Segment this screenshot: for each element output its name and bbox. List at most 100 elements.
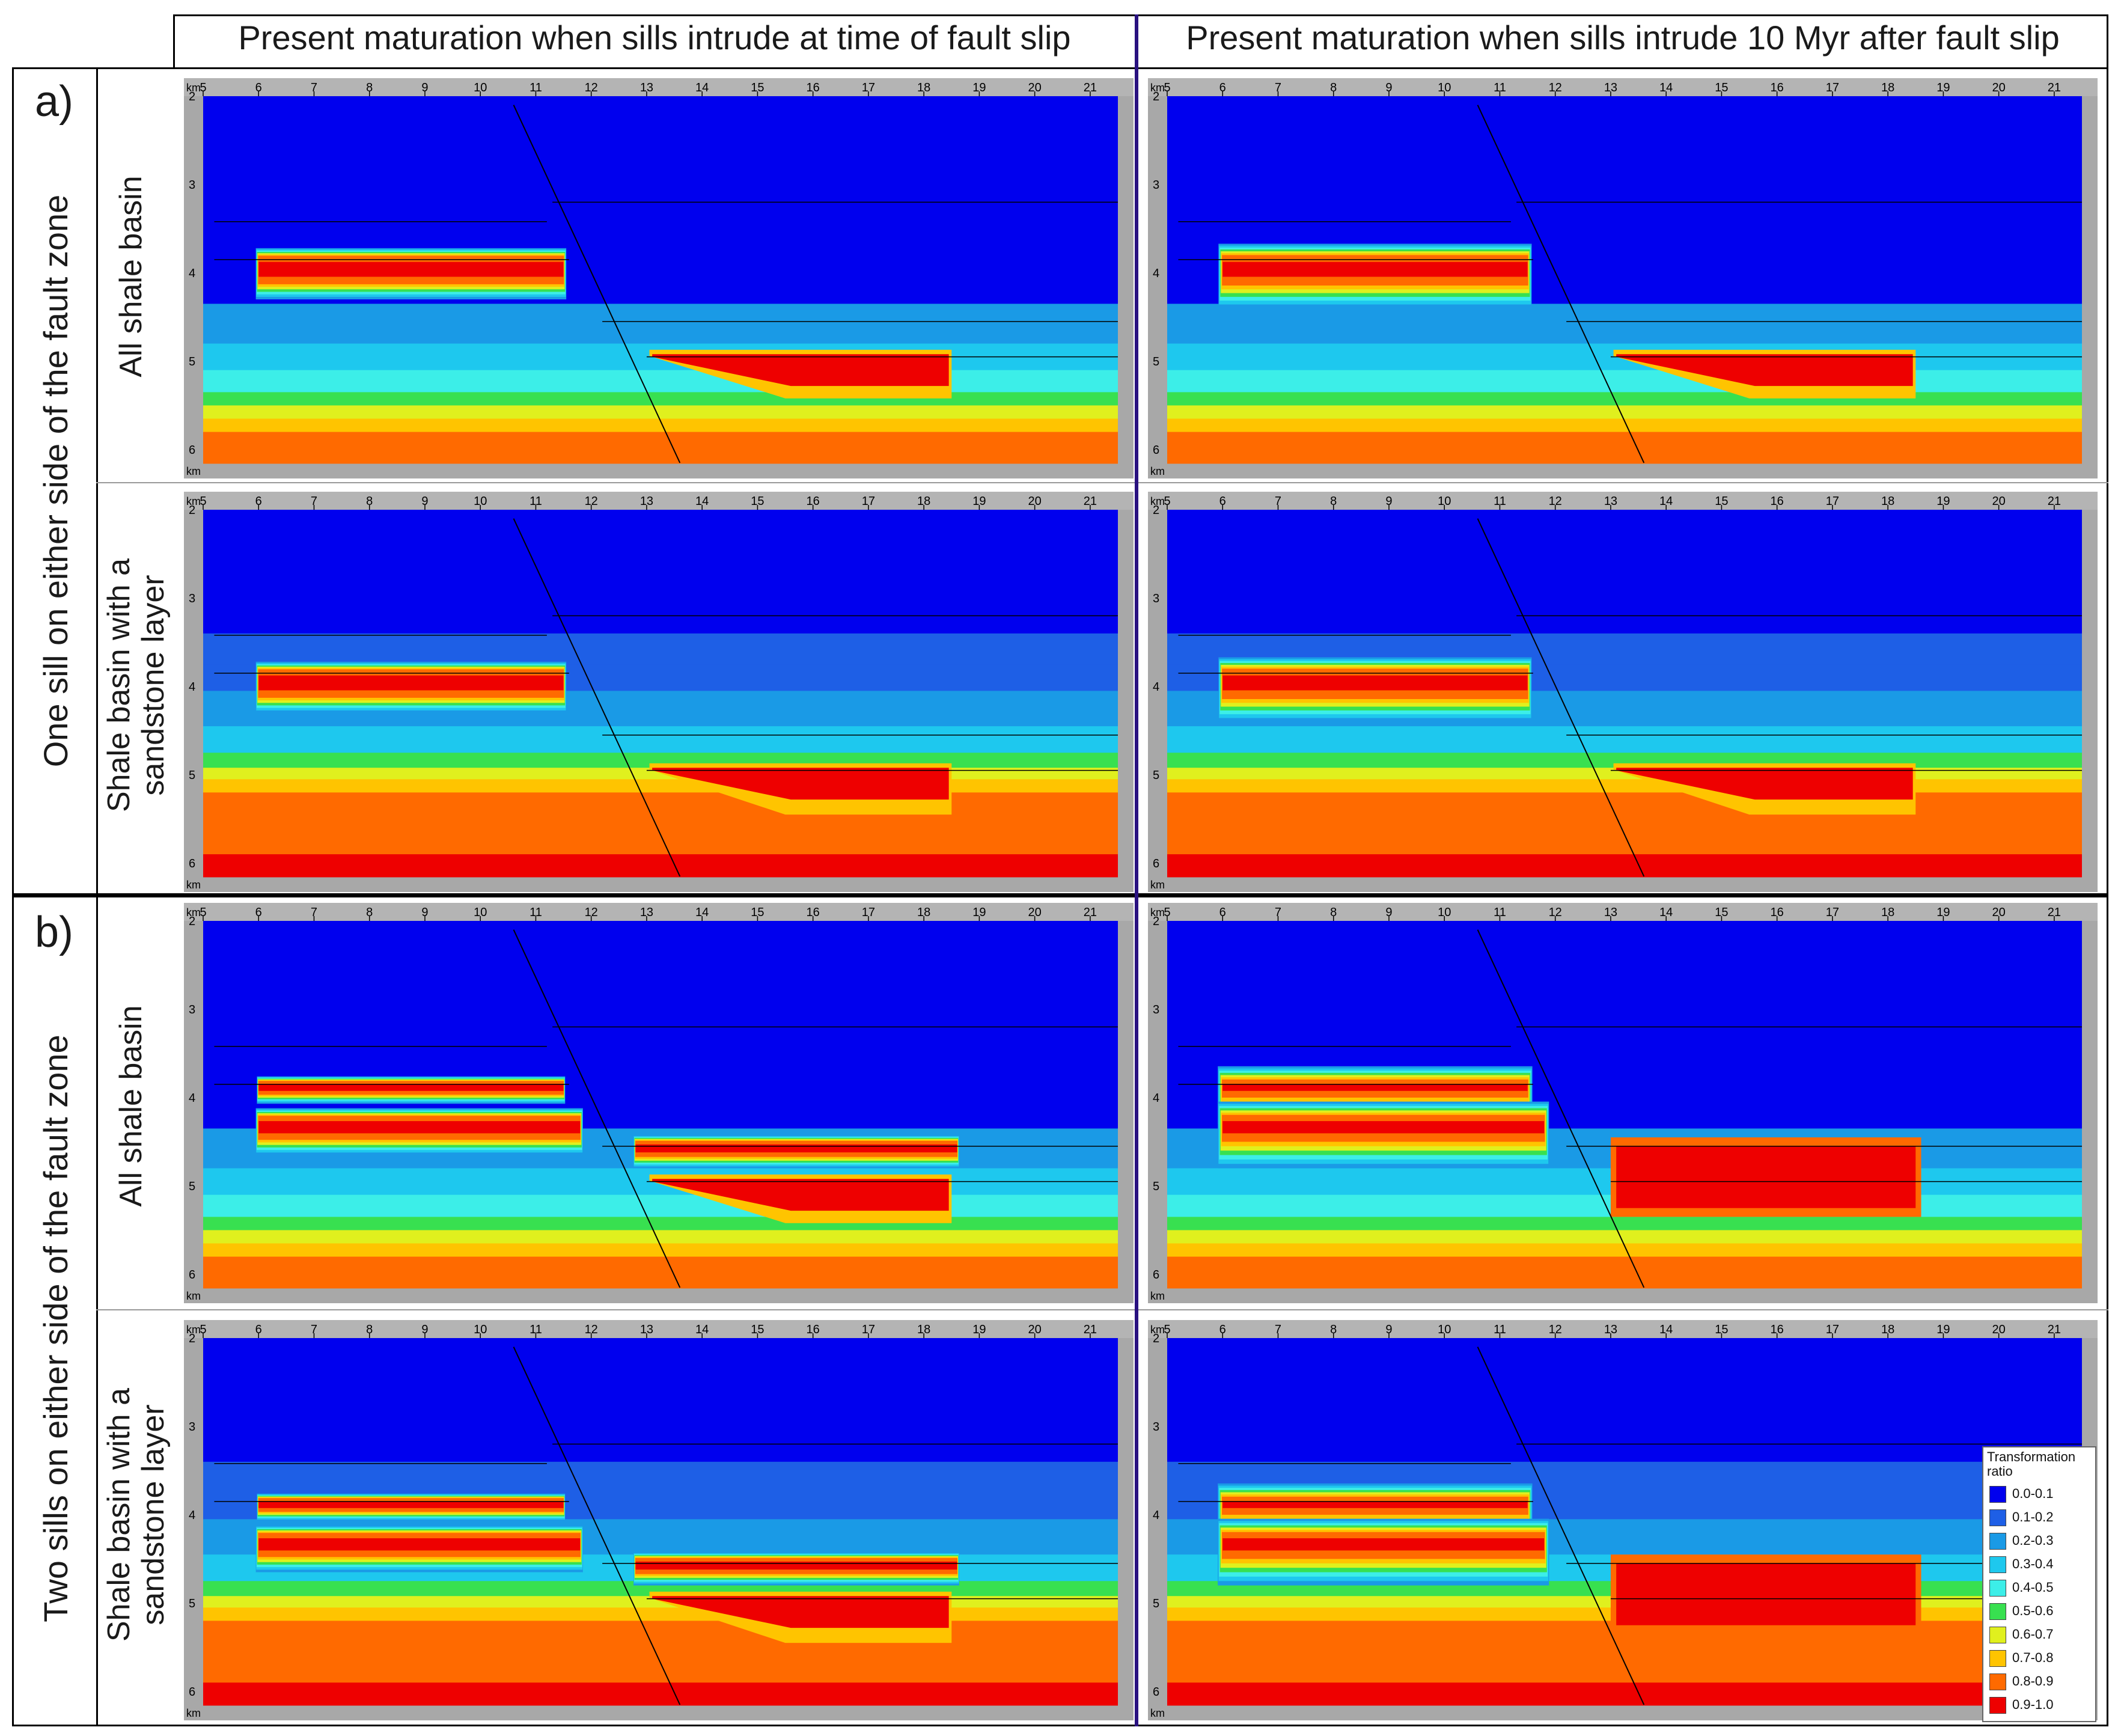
x-tick-label: 8 [366,1323,373,1336]
fault-line [513,929,681,1288]
x-tick-label: 9 [1385,1323,1392,1336]
frame-right [2107,14,2108,1726]
x-tick-label: 8 [1330,495,1337,508]
x-tick-label: 15 [751,906,764,919]
maturity-band [1167,432,2082,447]
row-label-4: Shale basin with a sandstone layer [102,1328,171,1701]
section-letter-b: b) [35,908,74,956]
x-tick-label: 14 [1659,1323,1673,1336]
maturity-band [203,1256,1118,1271]
x-tick-label: 5 [200,495,206,508]
x-tick-label: 21 [1084,495,1097,508]
section-label-a: One sill on either side of the fault zon… [37,194,75,768]
legend-label: 0.8-0.9 [2012,1673,2054,1689]
sill-footwall-lower [1222,1538,1545,1551]
y-unit-label: km [1150,465,1165,477]
row-label-1: All shale basin [114,90,148,463]
x-tick-label: 10 [474,81,487,94]
y-tick-label: 4 [189,1509,195,1522]
x-tick-label: 18 [917,495,930,508]
y-tick-label: 2 [189,90,195,103]
legend-label: 0.1-0.2 [2012,1509,2054,1524]
y-unit-label: km [1150,1707,1165,1719]
maturity-band [203,370,1118,393]
x-tick-label: 12 [1549,495,1562,508]
row-label-4-line2: sandstone layer [136,1404,171,1625]
legend-label: 0.9-1.0 [2012,1697,2054,1712]
frame-header-bottom [12,67,2108,69]
x-tick-label: 14 [695,81,709,94]
legend-swatch [1989,1580,2006,1597]
y-unit-label: km [186,1290,201,1302]
y-tick-label: 5 [1153,355,1159,368]
fault-line [1477,1346,1645,1705]
legend-label: 0.4-0.5 [2012,1580,2054,1595]
x-tick-label: 14 [695,1323,709,1336]
x-tick-label: 18 [1881,81,1894,94]
x-tick-label: 20 [1028,906,1042,919]
y-tick-label: 4 [189,267,195,280]
y-tick-label: 6 [1153,444,1159,457]
maturity-band [203,1270,1118,1289]
maturity-band [1167,1243,2082,1258]
maturity-band [1167,1256,2082,1271]
x-tick-label: 7 [311,495,317,508]
row-label-2-line2: sandstone layer [136,575,171,796]
sill-footwall-upper [258,1501,564,1508]
x-tick-label: 14 [1659,906,1673,919]
x-tick-label: 13 [640,906,653,919]
x-tick-label: 9 [1385,906,1392,919]
x-tick-label: 11 [530,906,542,919]
x-tick-label: 20 [1028,495,1042,508]
y-tick-label: 2 [1153,1332,1159,1345]
x-tick-label: 17 [862,1323,875,1336]
x-tick-label: 11 [1494,495,1506,508]
y-tick-label: 3 [1153,592,1159,605]
maturity-band [1167,418,2082,433]
maturity-band [203,304,1118,345]
x-tick-label: 5 [200,81,206,94]
x-tick-label: 7 [1275,81,1281,94]
y-tick-label: 2 [1153,504,1159,517]
legend-swatch [1989,1673,2006,1690]
sill-footwall-upper [1222,1084,1528,1091]
x-tick-label: 9 [421,906,428,919]
x-tick-label: 6 [1219,906,1226,919]
x-tick-label: 5 [200,1323,206,1336]
y-unit-label: km [1150,879,1165,891]
x-tick-label: 21 [2048,81,2061,94]
x-tick-label: 21 [1084,81,1097,94]
x-axis-bar [184,78,1134,96]
x-axis-bar [1148,1320,2098,1338]
x-tick-label: 11 [1494,906,1506,919]
legend: Transformation ratio 0.0-0.1 0.1-0.2 0.2-0… [1982,1446,2096,1722]
frame-top [173,14,2108,16]
legend-label: 0.6-0.7 [2012,1627,2054,1642]
maturity-band [1167,779,2082,793]
y-tick-label: 3 [189,1003,195,1016]
x-tick-label: 8 [366,906,373,919]
x-tick-label: 12 [1549,906,1562,919]
maturity-band [203,633,1118,665]
x-unit-label: km [1150,1324,1165,1336]
y-tick-label: 3 [1153,1003,1159,1016]
x-unit-label: km [186,1324,201,1336]
x-tick-label: 12 [585,495,598,508]
x-tick-label: 10 [474,495,487,508]
x-tick-label: 20 [1028,1323,1042,1336]
x-tick-label: 10 [1438,906,1451,919]
y-tick-label: 3 [1153,1420,1159,1434]
x-tick-label: 8 [1330,81,1337,94]
row-label-3-text: All shale basin [114,1005,148,1207]
maturity-band [203,1217,1118,1231]
x-tick-label: 5 [1164,906,1170,919]
sill-footwall [1222,675,1528,691]
x-tick-label: 13 [1604,81,1617,94]
x-tick-label: 7 [1275,1323,1281,1336]
y-tick-label: 5 [189,355,195,368]
y-tick-label: 4 [1153,267,1159,280]
y-tick-label: 6 [189,444,195,457]
